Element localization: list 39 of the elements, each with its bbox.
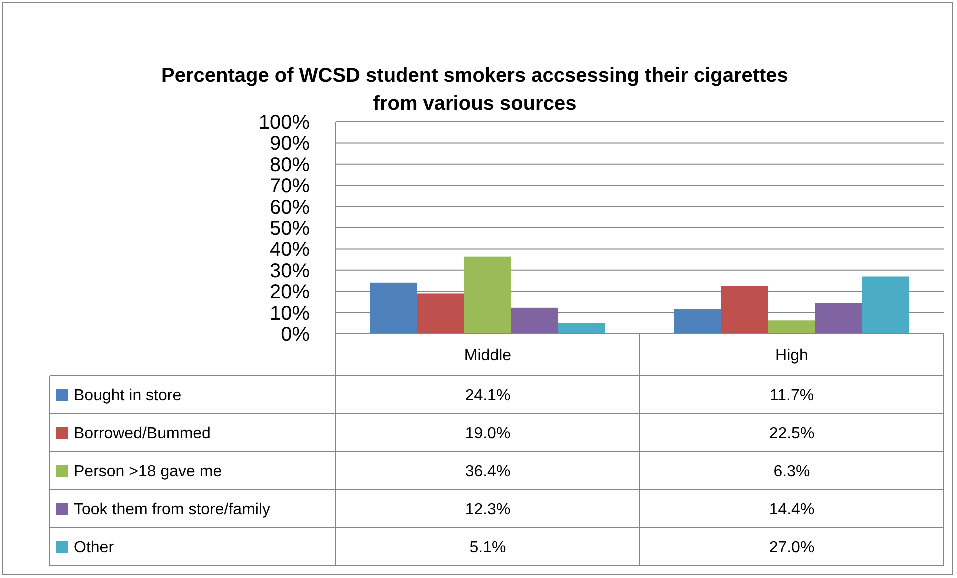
bar bbox=[418, 294, 464, 334]
data-label: 5.1% bbox=[470, 540, 506, 557]
y-tick-label: 80% bbox=[270, 154, 310, 176]
y-tick-label: 30% bbox=[270, 260, 310, 282]
data-label: 24.1% bbox=[465, 388, 511, 405]
data-label: 11.7% bbox=[770, 388, 814, 405]
legend-label: Other bbox=[74, 540, 115, 557]
bar bbox=[558, 323, 606, 334]
legend-label: Bought in store bbox=[74, 388, 182, 405]
data-label: 19.0% bbox=[465, 426, 511, 443]
y-tick-label: 50% bbox=[270, 218, 310, 240]
y-tick-label: 10% bbox=[270, 302, 310, 325]
chart-title: Percentage of WCSD student smokers accsessing their cigarettes from various sources bbox=[162, 65, 788, 115]
y-tick-label: 40% bbox=[270, 239, 310, 262]
data-label: 36.4% bbox=[465, 464, 511, 481]
x-tick-label: Middle bbox=[464, 348, 512, 365]
y-tick-label: 60% bbox=[270, 196, 310, 219]
bar bbox=[816, 303, 862, 334]
bar bbox=[768, 320, 816, 334]
bar bbox=[862, 276, 910, 334]
bar bbox=[722, 286, 768, 334]
data-label: 27.0% bbox=[769, 540, 815, 557]
y-tick-label: 70% bbox=[270, 176, 310, 198]
bar bbox=[512, 308, 558, 334]
data-label: 22.5% bbox=[769, 426, 815, 443]
legend-label: Took them from store/family bbox=[74, 502, 270, 519]
bar bbox=[674, 309, 722, 334]
bar bbox=[464, 256, 512, 334]
legend-label: Person >18 gave me bbox=[74, 464, 222, 481]
data-label: 12.3% bbox=[465, 502, 511, 519]
legend-label: Borrowed/Bummed bbox=[74, 426, 211, 443]
bar bbox=[370, 282, 418, 334]
y-tick-label: 90% bbox=[270, 133, 310, 156]
x-tick-label: High bbox=[776, 348, 808, 365]
y-tick-label: 100% bbox=[258, 112, 310, 134]
y-tick-label: 20% bbox=[270, 282, 310, 304]
data-label: 14.4% bbox=[769, 502, 815, 519]
y-tick-label: 0% bbox=[281, 324, 310, 346]
data-label: 6.3% bbox=[774, 464, 810, 481]
